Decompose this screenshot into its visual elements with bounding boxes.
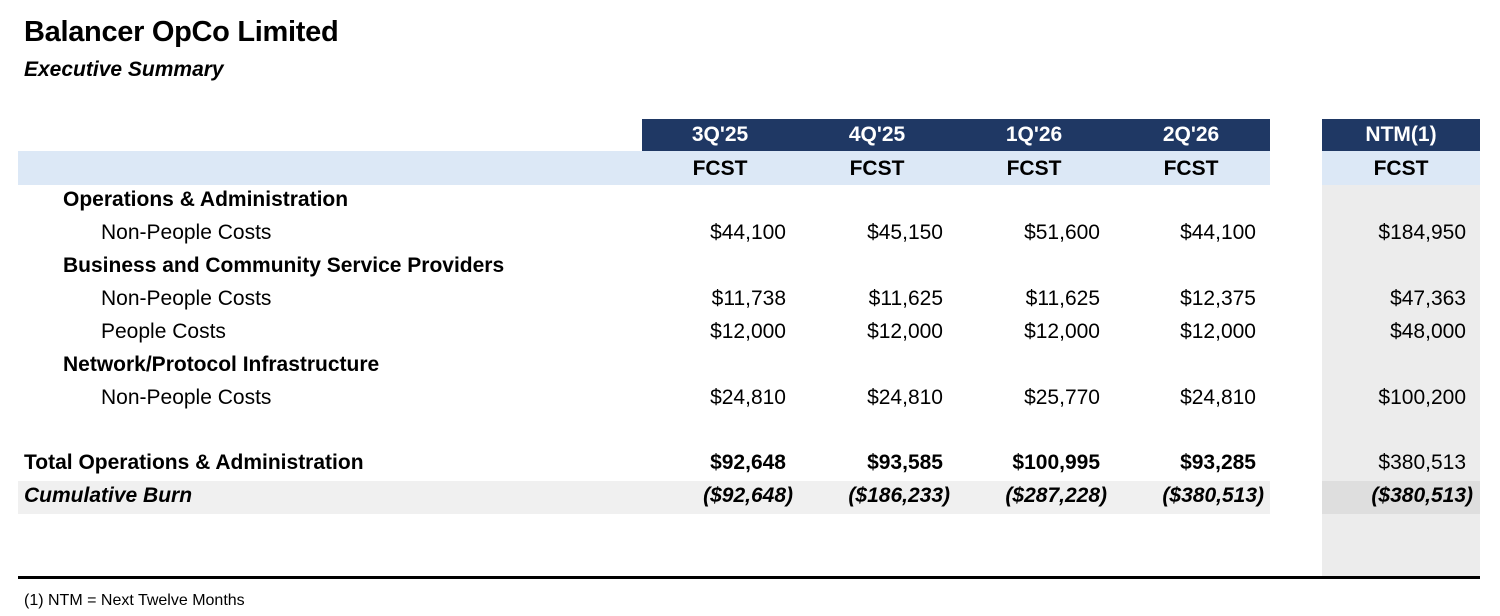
table-row: Non-People Costs $11,738 $11,625 $11,625… [0,287,1500,320]
row-label-category: Network/Protocol Infrastructure [63,353,380,376]
column-header-period: 3Q'25 [691,123,749,146]
ntm-value: $47,363 [1390,287,1466,310]
page-title: Balancer OpCo Limited [24,16,339,48]
row-label-category: Business and Community Service Providers [63,254,505,277]
fcst-header-band [18,151,1270,185]
cell-value: ($92,648) [703,484,793,507]
row-label-total: Total Operations & Administration [24,451,364,474]
column-header-period: 2Q'26 [1162,123,1220,146]
table-row: Network/Protocol Infrastructure [0,353,1500,386]
cell-value: $11,625 [868,287,943,310]
cumulative-ntm-shading [1322,481,1480,514]
row-label-category: Operations & Administration [63,188,349,211]
column-header-period: 4Q'25 [848,123,906,146]
row-label: People Costs [101,320,226,343]
table-row-cumulative: Cumulative Burn ($92,648) ($186,233) ($2… [0,484,1500,517]
table-row: Business and Community Service Providers [0,254,1500,287]
cell-value: $51,600 [1024,221,1100,244]
cell-value: $12,000 [1180,320,1256,343]
column-header-period: 1Q'26 [1005,123,1063,146]
footnote: (1) NTM = Next Twelve Months [24,592,245,609]
period-header-band [642,119,1270,151]
cell-value: $12,000 [1024,320,1100,343]
cell-value: ($287,228) [1005,484,1107,507]
cell-value: $92,648 [710,451,786,474]
cell-value: $45,150 [867,221,943,244]
cell-value: $24,810 [1180,386,1256,409]
row-label: Non-People Costs [101,287,272,310]
ntm-value: $380,513 [1378,451,1466,474]
table-row-total: Total Operations & Administration $92,64… [0,451,1500,484]
row-label: Non-People Costs [101,221,272,244]
ntm-value: $100,200 [1378,386,1466,409]
table-row: Non-People Costs $24,810 $24,810 $25,770… [0,386,1500,419]
ntm-value: $184,950 [1378,221,1466,244]
footer-divider [18,576,1480,579]
cell-value: $25,770 [1024,386,1100,409]
ntm-header-type: FCST [1373,157,1429,180]
cell-value: $24,810 [867,386,943,409]
cell-value: $100,995 [1012,451,1100,474]
column-header-type: FCST [1006,157,1062,180]
cell-value: $44,100 [1180,221,1256,244]
row-label: Non-People Costs [101,386,272,409]
cell-value: $93,585 [867,451,943,474]
ntm-value: ($380,513) [1371,484,1473,507]
table-row: Operations & Administration [0,188,1500,221]
cumulative-row-shading [18,481,1270,514]
table-row: Non-People Costs $44,100 $45,150 $51,600… [0,221,1500,254]
cell-value: $12,000 [710,320,786,343]
ntm-header-period: NTM(1) [1365,123,1437,146]
page-subtitle: Executive Summary [24,58,224,81]
table-row: People Costs $12,000 $12,000 $12,000 $12… [0,320,1500,353]
column-header-type: FCST [849,157,905,180]
cell-value: $24,810 [710,386,786,409]
cell-value: $12,000 [867,320,943,343]
cell-value: ($380,513) [1162,484,1264,507]
cell-value: $93,285 [1180,451,1256,474]
ntm-header-band [1322,119,1480,151]
cell-value: ($186,233) [848,484,950,507]
row-label-cumulative: Cumulative Burn [24,484,193,507]
cell-value: $11,738 [711,287,786,310]
cell-value: $11,625 [1025,287,1100,310]
cell-value: $12,375 [1180,287,1256,310]
column-header-type: FCST [1163,157,1219,180]
column-header-type: FCST [692,157,748,180]
ntm-value: $48,000 [1390,320,1466,343]
cell-value: $44,100 [710,221,786,244]
ntm-fcst-band [1322,151,1480,185]
